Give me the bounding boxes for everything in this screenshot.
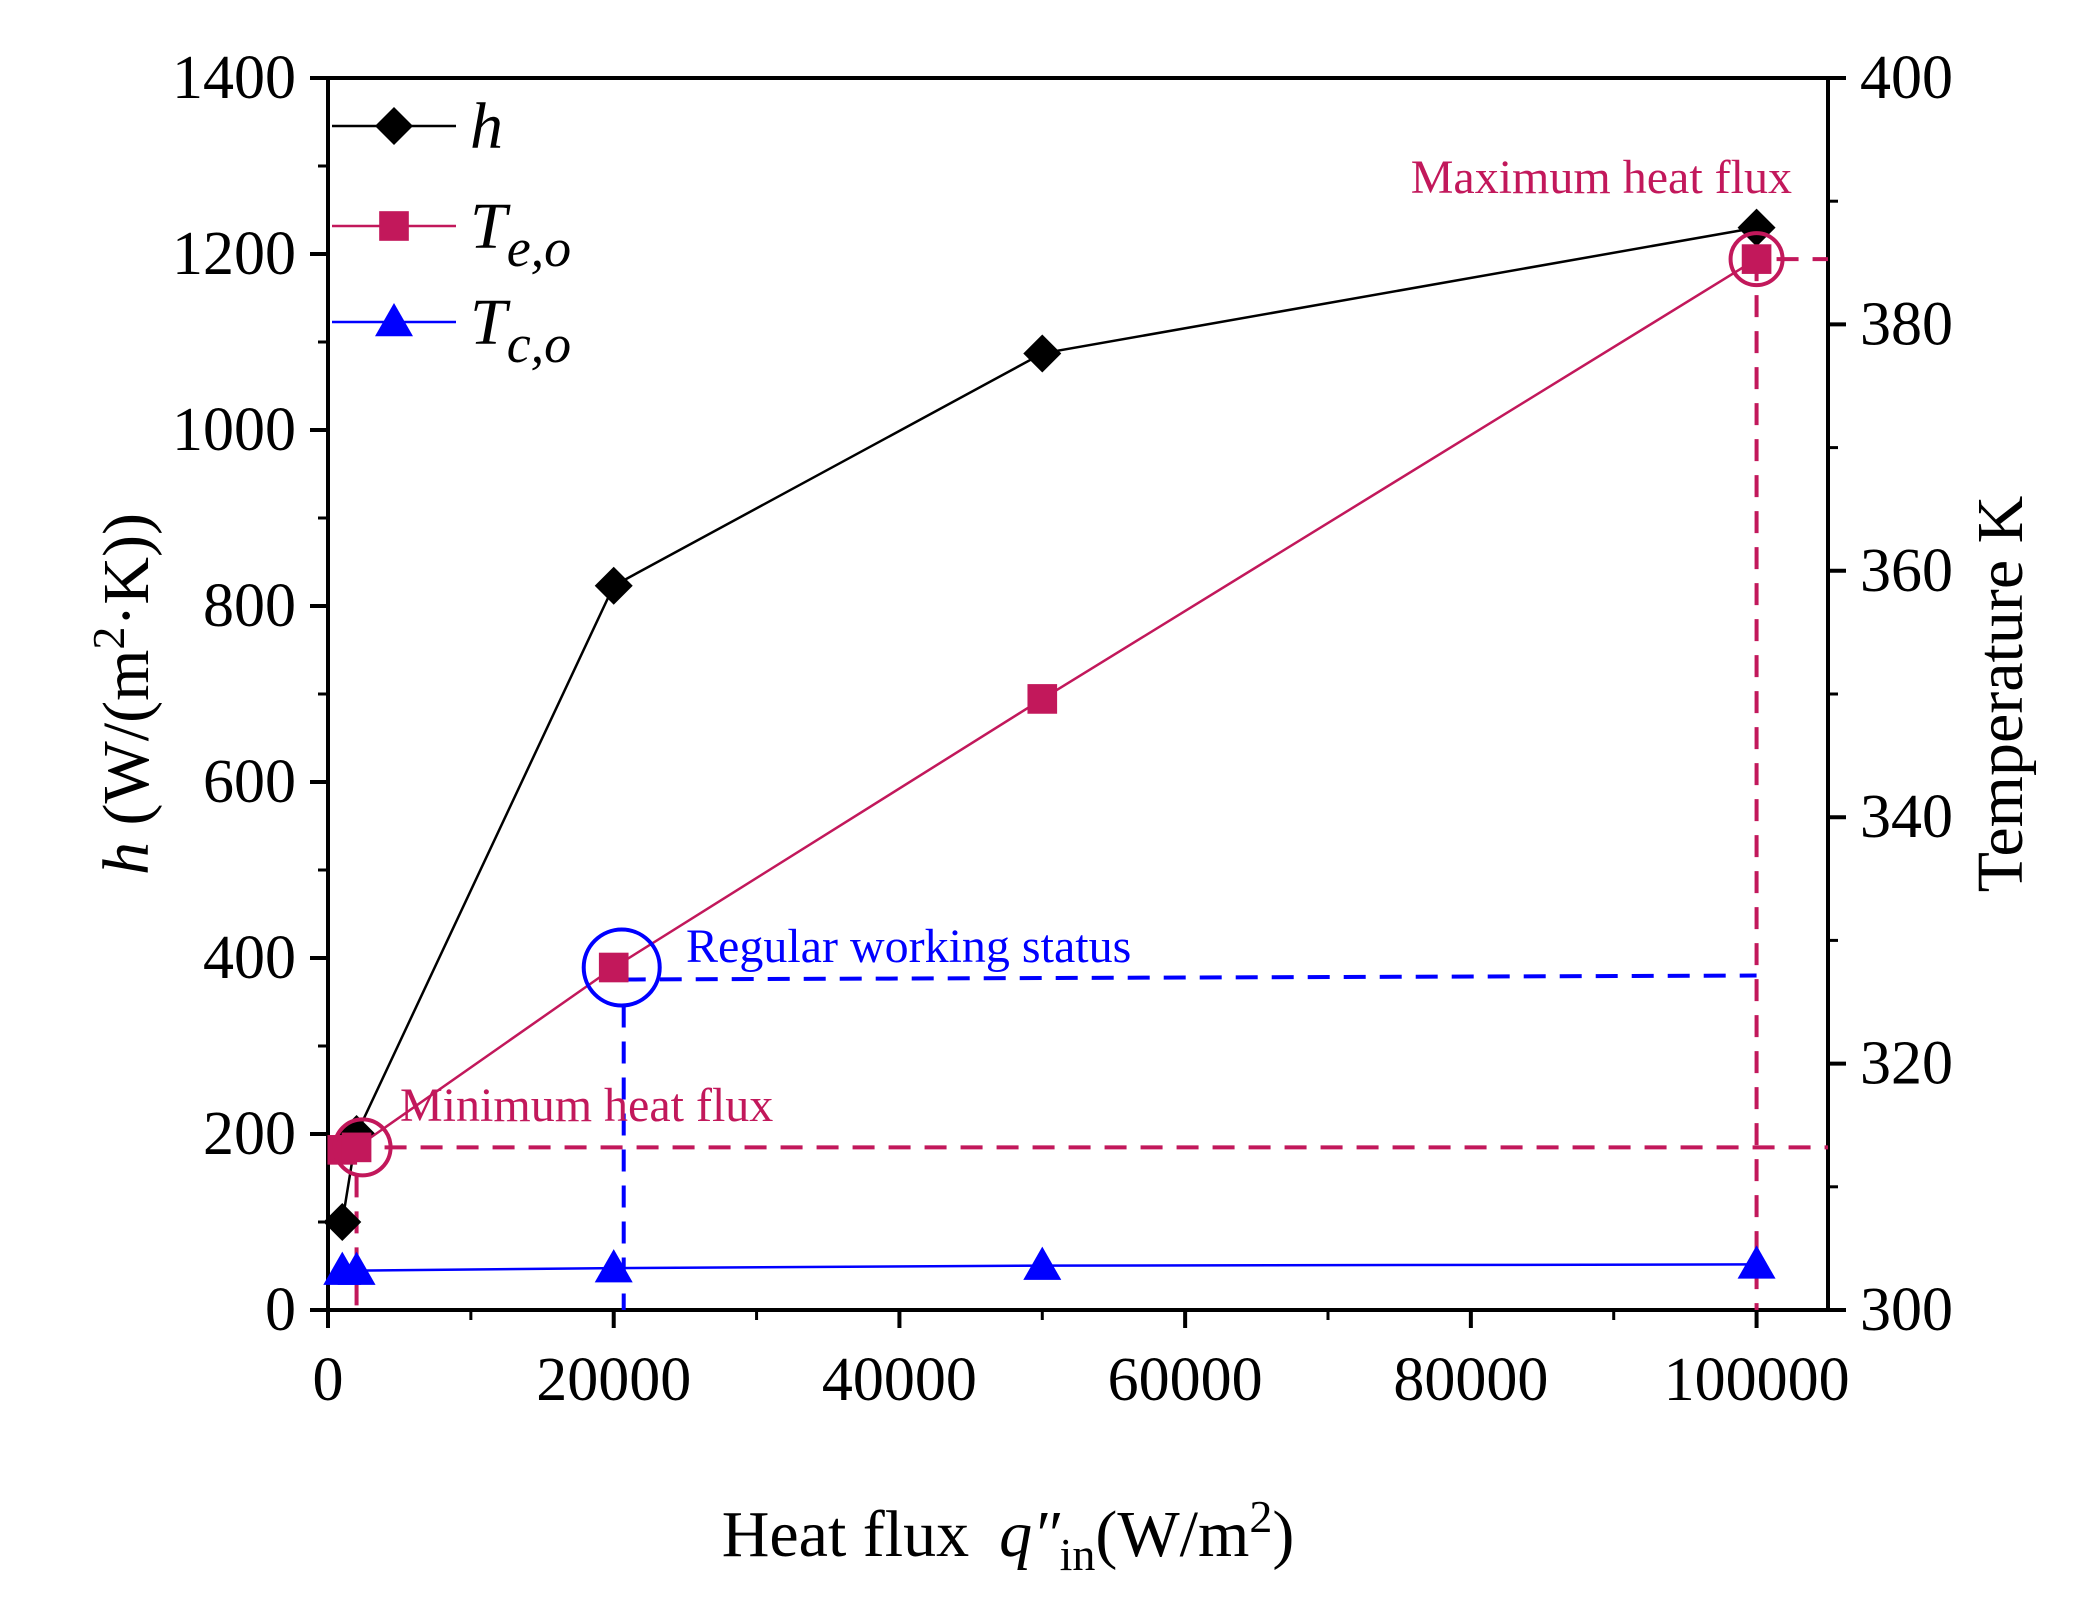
data-point-square [598, 952, 629, 983]
x-axis-title-unit: (W/m [1095, 1498, 1249, 1571]
data-point-square [1027, 684, 1058, 714]
x-tick-label: 80000 [1393, 1346, 1548, 1414]
x-axis-title: Heat flux q″in(W/m2) [722, 1491, 1295, 1580]
y-left-tick-label: 1200 [172, 220, 296, 288]
y-axis-right-title: Temperature K [1964, 496, 2037, 893]
y-left-tick-label: 1400 [172, 44, 296, 112]
y-left-tick-label: 400 [203, 924, 296, 992]
data-point-triangle [1737, 1245, 1776, 1279]
annotation-group: Maximum heat flux Minimum heat flux Regula… [332, 151, 1792, 1178]
x-tick-label: 100000 [1664, 1346, 1850, 1414]
data-point-square [1741, 244, 1772, 274]
y-axis-left-title: h (W/(m2·K)) [83, 513, 163, 875]
axis-ticks: 0 20000 40000 60000 80000 100000 0 200 400 600 800… [172, 44, 1953, 1414]
y-right-tick-label: 400 [1860, 44, 1953, 112]
legend-marker-diamond [375, 107, 413, 145]
x-tick-label: 0 [313, 1346, 344, 1414]
y-right-tick-label: 360 [1860, 537, 1953, 605]
data-point-diamond [1023, 334, 1062, 373]
legend-label-triangle: Tc,o [470, 286, 571, 374]
x-tick-label: 40000 [822, 1346, 977, 1414]
data-point-diamond [323, 1203, 362, 1241]
legend-label-square: Te,o [470, 190, 571, 278]
y-left-tick-label: 800 [203, 572, 296, 640]
regular-status-horizontal-guide [623, 973, 1757, 982]
y-right-tick-label: 340 [1860, 783, 1953, 851]
data-point-triangle [1023, 1246, 1062, 1280]
y-axis-left-title-open: (W/(m [90, 650, 163, 842]
legend-label-subscript: c,o [507, 314, 571, 374]
legend-label-diamond: h [470, 90, 503, 163]
data-point-triangle [594, 1249, 633, 1283]
legend-label-base: h [470, 90, 503, 163]
legend-label-subscript: e,o [507, 218, 571, 278]
legend-marker-square [379, 211, 409, 241]
x-axis-title-sup: 2 [1249, 1491, 1272, 1542]
regular-status-highlight-circle [581, 927, 662, 1008]
x-axis-title-close: ) [1272, 1498, 1294, 1571]
annotation-maximum-heat-flux: Maximum heat flux [1411, 151, 1792, 204]
data-point-square [341, 1132, 372, 1163]
x-axis-title-var: q″ [999, 1498, 1061, 1571]
x-axis-title-sub: in [1060, 1529, 1096, 1580]
y-left-tick-label: 0 [265, 1276, 296, 1344]
guide-lines [354, 257, 1828, 1310]
y-left-tick-label: 200 [203, 1100, 296, 1168]
y-left-tick-label: 600 [203, 748, 296, 816]
y-axis-left-title-var: h [90, 842, 163, 875]
max-flux-highlight-circle [1728, 231, 1785, 288]
y-right-tick-label: 320 [1860, 1030, 1953, 1098]
min-flux-highlight-circle [332, 1117, 393, 1178]
legend-marker-triangle [375, 303, 413, 337]
x-tick-label: 20000 [536, 1346, 691, 1414]
data-point-diamond [1737, 208, 1776, 247]
annotation-regular-working-status: Regular working status [686, 920, 1131, 973]
annotation-minimum-heat-flux: Minimum heat flux [400, 1079, 773, 1132]
x-axis-title-main: Heat flux [722, 1498, 969, 1571]
y-right-tick-label: 380 [1860, 290, 1953, 358]
data-point-triangle [337, 1251, 376, 1285]
y-left-tick-label: 1000 [172, 396, 296, 464]
data-point-diamond [594, 566, 633, 605]
legend-label-base: T [470, 286, 511, 359]
y-axis-left-title-close: ·K)) [90, 513, 163, 627]
legend: hTe,oTc,o [332, 90, 571, 374]
x-tick-label: 60000 [1108, 1346, 1263, 1414]
y-right-tick-label: 300 [1860, 1276, 1953, 1344]
y-axis-left-title-sup: 2 [83, 627, 134, 650]
legend-label-base: T [470, 190, 511, 263]
series-line-diamond [341, 226, 1757, 1223]
